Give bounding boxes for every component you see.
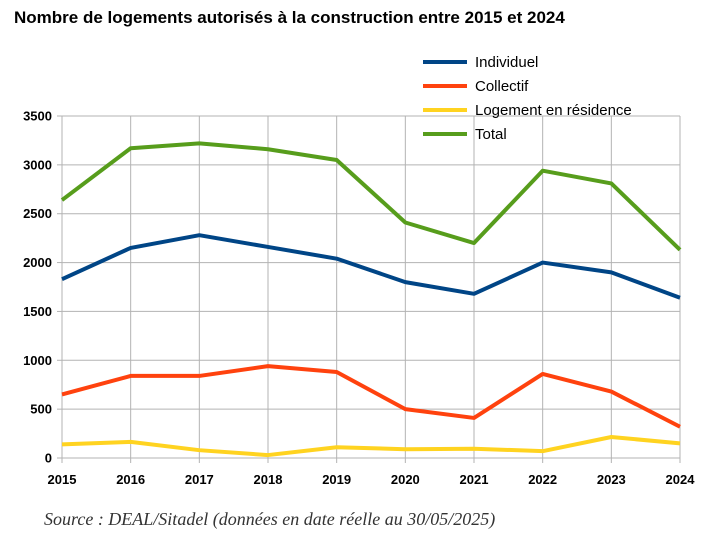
chart-title: Nombre de logements autorisés à la const… — [14, 8, 565, 27]
x-tick-label: 2017 — [185, 472, 214, 487]
x-tick-label: 2018 — [254, 472, 283, 487]
y-tick-label: 500 — [30, 402, 52, 417]
y-tick-label: 1500 — [23, 304, 52, 319]
x-tick-label: 2023 — [597, 472, 626, 487]
x-tick-label: 2016 — [116, 472, 145, 487]
series-line — [61, 434, 681, 458]
series-line — [61, 364, 681, 429]
axes: 0 500 1000 1500 2000 2500 3000 3500 2015 2016 2017… — [23, 109, 695, 488]
x-tick-label: 2020 — [391, 472, 420, 487]
x-tick-label: 2022 — [528, 472, 557, 487]
source-note: Source : DEAL/Sitadel (données en date r… — [44, 509, 496, 529]
y-tick-label: 3500 — [23, 109, 52, 124]
y-tick-label: 2500 — [23, 206, 52, 221]
series-line — [60, 141, 682, 252]
legend-label: Logement en résidence — [475, 102, 632, 119]
y-tick-label: 1000 — [23, 353, 52, 368]
gridlines — [61, 115, 681, 459]
x-tick-label: 2019 — [322, 472, 351, 487]
x-tick-label: 2015 — [48, 472, 77, 487]
series-lines — [60, 141, 682, 458]
x-tick-label: 2024 — [666, 472, 696, 487]
x-tick-label: 2021 — [460, 472, 489, 487]
legend-label: Individuel — [475, 54, 538, 71]
y-tick-label: 3000 — [23, 157, 52, 172]
legend-label: Total — [475, 126, 507, 143]
legend-label: Collectif — [475, 78, 529, 95]
y-tick-label: 2000 — [23, 255, 52, 270]
legend: Individuel Collectif Logement en résidence… — [423, 54, 632, 143]
series-line — [61, 233, 681, 300]
y-tick-label: 0 — [45, 451, 52, 466]
